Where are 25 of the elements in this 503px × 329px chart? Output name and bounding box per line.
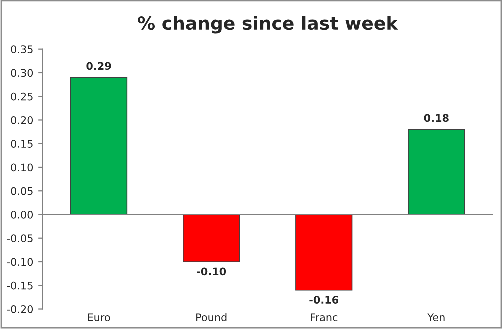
y-tick-label: 0.35: [11, 46, 33, 54]
chart-title: % change since last week: [138, 16, 399, 34]
y-tick-label: 0.00: [11, 210, 34, 219]
y-tick-label: -0.20: [7, 305, 34, 314]
x-tick-label: Yen: [428, 314, 445, 322]
y-tick-label: 0.20: [11, 116, 34, 124]
y-tick-label: 0.10: [11, 164, 34, 172]
y-tick-label: -0.10: [7, 258, 34, 266]
y-tick-label: -0.05: [7, 234, 33, 242]
x-tick-label: Franc: [311, 314, 338, 322]
y-tick-label: 0.05: [11, 187, 33, 196]
y-tick-label: -0.15: [7, 282, 33, 290]
bar: [70, 77, 128, 216]
y-tick-label: 0.25: [11, 92, 33, 101]
x-tick-label: Pound: [196, 313, 227, 322]
y-tick-label: 0.15: [11, 140, 33, 148]
bar: [183, 214, 240, 262]
data-label: -0.10: [197, 268, 226, 276]
bar: [296, 214, 353, 291]
y-tick-label: 0.30: [11, 69, 34, 78]
bar: [408, 129, 466, 216]
data-label: 0.18: [424, 114, 449, 122]
data-label: -0.16: [310, 296, 339, 304]
x-tick-label: Euro: [88, 314, 110, 322]
data-label: 0.29: [86, 62, 112, 70]
